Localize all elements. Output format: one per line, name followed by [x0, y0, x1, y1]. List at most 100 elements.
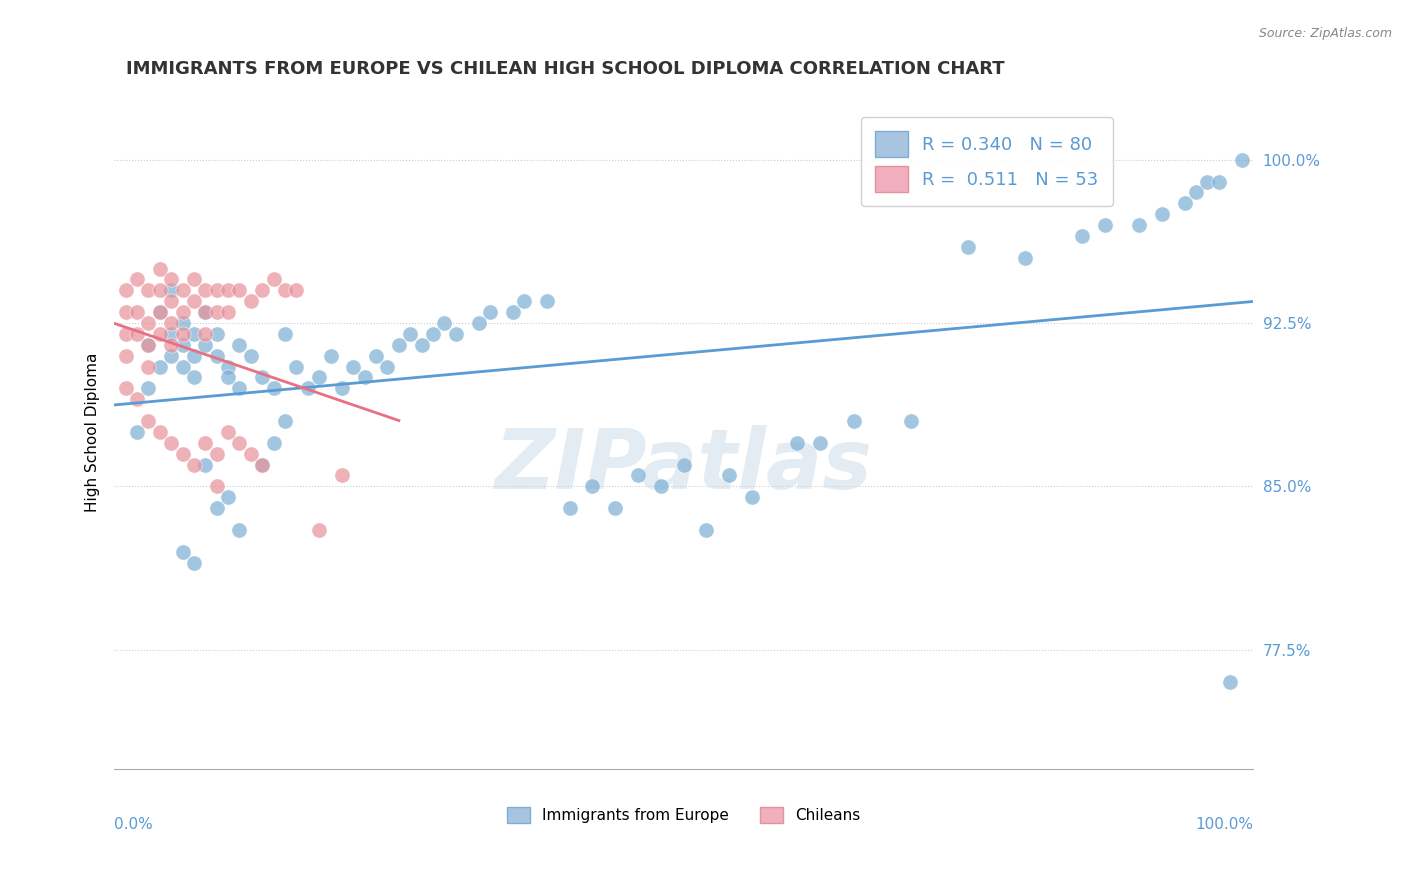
Point — [172, 284, 194, 298]
Point — [900, 414, 922, 428]
Point — [138, 359, 160, 374]
Point — [239, 447, 262, 461]
Point — [308, 370, 330, 384]
Point — [217, 305, 239, 319]
Point — [114, 326, 136, 341]
Point — [444, 326, 467, 341]
Point — [183, 556, 205, 570]
Text: 100.0%: 100.0% — [1195, 816, 1253, 831]
Point — [194, 338, 217, 352]
Point — [160, 272, 183, 286]
Point — [285, 284, 308, 298]
Point — [194, 435, 217, 450]
Point — [138, 316, 160, 330]
Point — [114, 305, 136, 319]
Point — [205, 479, 228, 493]
Point — [125, 326, 148, 341]
Point — [513, 294, 536, 309]
Point — [274, 414, 297, 428]
Point — [627, 468, 650, 483]
Point — [422, 326, 444, 341]
Point — [1219, 675, 1241, 690]
Point — [285, 359, 308, 374]
Point — [138, 381, 160, 395]
Point — [1128, 218, 1150, 232]
Point — [433, 316, 456, 330]
Point — [718, 468, 741, 483]
Point — [366, 349, 388, 363]
Point — [114, 349, 136, 363]
Point — [263, 381, 285, 395]
Point — [228, 284, 250, 298]
Point — [217, 284, 239, 298]
Point — [388, 338, 411, 352]
Point — [125, 425, 148, 439]
Point — [605, 501, 627, 516]
Point — [695, 523, 717, 537]
Text: ZIPatlas: ZIPatlas — [495, 425, 873, 506]
Point — [239, 294, 262, 309]
Point — [160, 435, 183, 450]
Point — [183, 326, 205, 341]
Point — [228, 381, 250, 395]
Point — [467, 316, 489, 330]
Point — [1185, 186, 1208, 200]
Text: Source: ZipAtlas.com: Source: ZipAtlas.com — [1258, 27, 1392, 40]
Point — [239, 349, 262, 363]
Point — [1208, 174, 1230, 188]
Point — [172, 316, 194, 330]
Point — [172, 338, 194, 352]
Point — [138, 414, 160, 428]
Point — [558, 501, 581, 516]
Point — [844, 414, 866, 428]
Point — [172, 305, 194, 319]
Point — [342, 359, 364, 374]
Point — [1197, 174, 1219, 188]
Point — [183, 272, 205, 286]
Point — [1150, 207, 1173, 221]
Point — [149, 261, 172, 276]
Legend: Immigrants from Europe, Chileans: Immigrants from Europe, Chileans — [501, 801, 866, 830]
Point — [160, 294, 183, 309]
Point — [205, 349, 228, 363]
Point — [172, 544, 194, 558]
Point — [114, 284, 136, 298]
Point — [138, 338, 160, 352]
Point — [172, 447, 194, 461]
Point — [330, 381, 353, 395]
Y-axis label: High School Diploma: High School Diploma — [86, 352, 100, 512]
Point — [308, 523, 330, 537]
Point — [1230, 153, 1253, 167]
Point — [149, 425, 172, 439]
Point — [194, 284, 217, 298]
Point — [138, 338, 160, 352]
Point — [205, 326, 228, 341]
Point — [478, 305, 501, 319]
Point — [786, 435, 808, 450]
Point — [194, 305, 217, 319]
Point — [205, 305, 228, 319]
Point — [808, 435, 831, 450]
Point — [957, 240, 980, 254]
Point — [194, 305, 217, 319]
Point — [228, 523, 250, 537]
Point — [217, 359, 239, 374]
Point — [149, 359, 172, 374]
Text: IMMIGRANTS FROM EUROPE VS CHILEAN HIGH SCHOOL DIPLOMA CORRELATION CHART: IMMIGRANTS FROM EUROPE VS CHILEAN HIGH S… — [125, 60, 1004, 78]
Point — [274, 326, 297, 341]
Point — [217, 425, 239, 439]
Point — [149, 305, 172, 319]
Point — [160, 338, 183, 352]
Point — [672, 458, 695, 472]
Point — [274, 284, 297, 298]
Point — [399, 326, 422, 341]
Point — [194, 326, 217, 341]
Point — [263, 272, 285, 286]
Point — [149, 305, 172, 319]
Point — [205, 447, 228, 461]
Point — [183, 349, 205, 363]
Point — [297, 381, 319, 395]
Point — [1014, 251, 1036, 265]
Point — [183, 370, 205, 384]
Point — [183, 294, 205, 309]
